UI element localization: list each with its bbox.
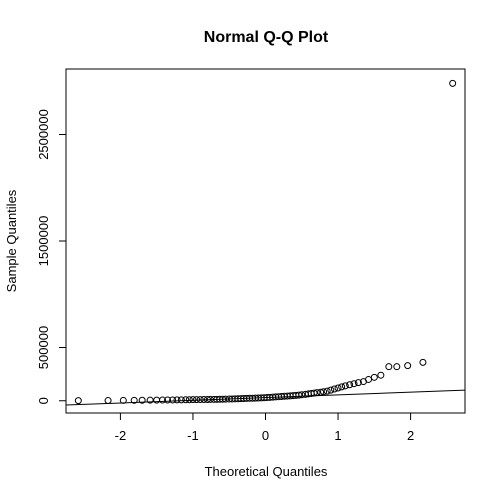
y-tick-label: 500000 (36, 326, 51, 369)
data-point (377, 371, 385, 379)
data-point (419, 358, 427, 366)
data-point (206, 395, 214, 403)
data-points (74, 79, 457, 405)
data-point (182, 396, 190, 404)
data-point (74, 397, 82, 405)
data-point (119, 396, 127, 404)
y-tick-label: 1500000 (36, 216, 51, 267)
data-point (393, 363, 401, 371)
data-point (203, 395, 211, 403)
data-point (164, 396, 172, 404)
data-point (173, 396, 181, 404)
y-tick-label: 0 (36, 397, 51, 404)
data-point (104, 397, 112, 405)
x-axis-label: Theoretical Quantiles (205, 464, 328, 479)
data-point (185, 396, 193, 404)
data-point (354, 379, 362, 387)
data-point (323, 387, 331, 395)
data-point (334, 384, 342, 392)
data-point (189, 396, 197, 404)
data-point (313, 389, 321, 397)
x-tick-label: 0 (262, 428, 269, 443)
data-point (219, 395, 227, 403)
data-point (346, 381, 354, 389)
data-point (158, 396, 166, 404)
data-point (295, 391, 303, 399)
data-point (298, 391, 306, 399)
plot-frame (65, 68, 466, 414)
x-tick-label: 2 (407, 428, 414, 443)
data-point (385, 363, 393, 371)
y-axis: 0 500000 1500000 2500000 (36, 109, 67, 404)
chart-title: Normal Q-Q Plot (204, 29, 329, 46)
data-point (341, 382, 349, 390)
y-tick-label: 2500000 (36, 109, 51, 160)
data-point (330, 385, 338, 393)
data-point (177, 396, 185, 404)
data-point (196, 396, 204, 404)
data-point (327, 386, 335, 394)
x-tick-label: -1 (187, 428, 199, 443)
data-point (138, 396, 146, 404)
data-point (365, 375, 373, 383)
data-point (153, 396, 161, 404)
data-point (200, 396, 208, 404)
y-axis-label: Sample Quantiles (4, 189, 19, 292)
data-point (130, 396, 138, 404)
x-axis: -2 -1 0 1 2 (115, 412, 414, 443)
data-point (320, 388, 328, 396)
data-point (169, 396, 177, 404)
data-point (338, 383, 346, 391)
data-point (222, 395, 230, 403)
x-tick-label: 1 (334, 428, 341, 443)
data-point (449, 79, 457, 87)
data-point (370, 373, 378, 381)
data-point (193, 396, 201, 404)
data-point (317, 388, 325, 396)
data-point (146, 396, 154, 404)
data-point (404, 362, 412, 370)
data-point (310, 389, 318, 397)
data-point (350, 380, 358, 388)
x-tick-label: -2 (115, 428, 127, 443)
